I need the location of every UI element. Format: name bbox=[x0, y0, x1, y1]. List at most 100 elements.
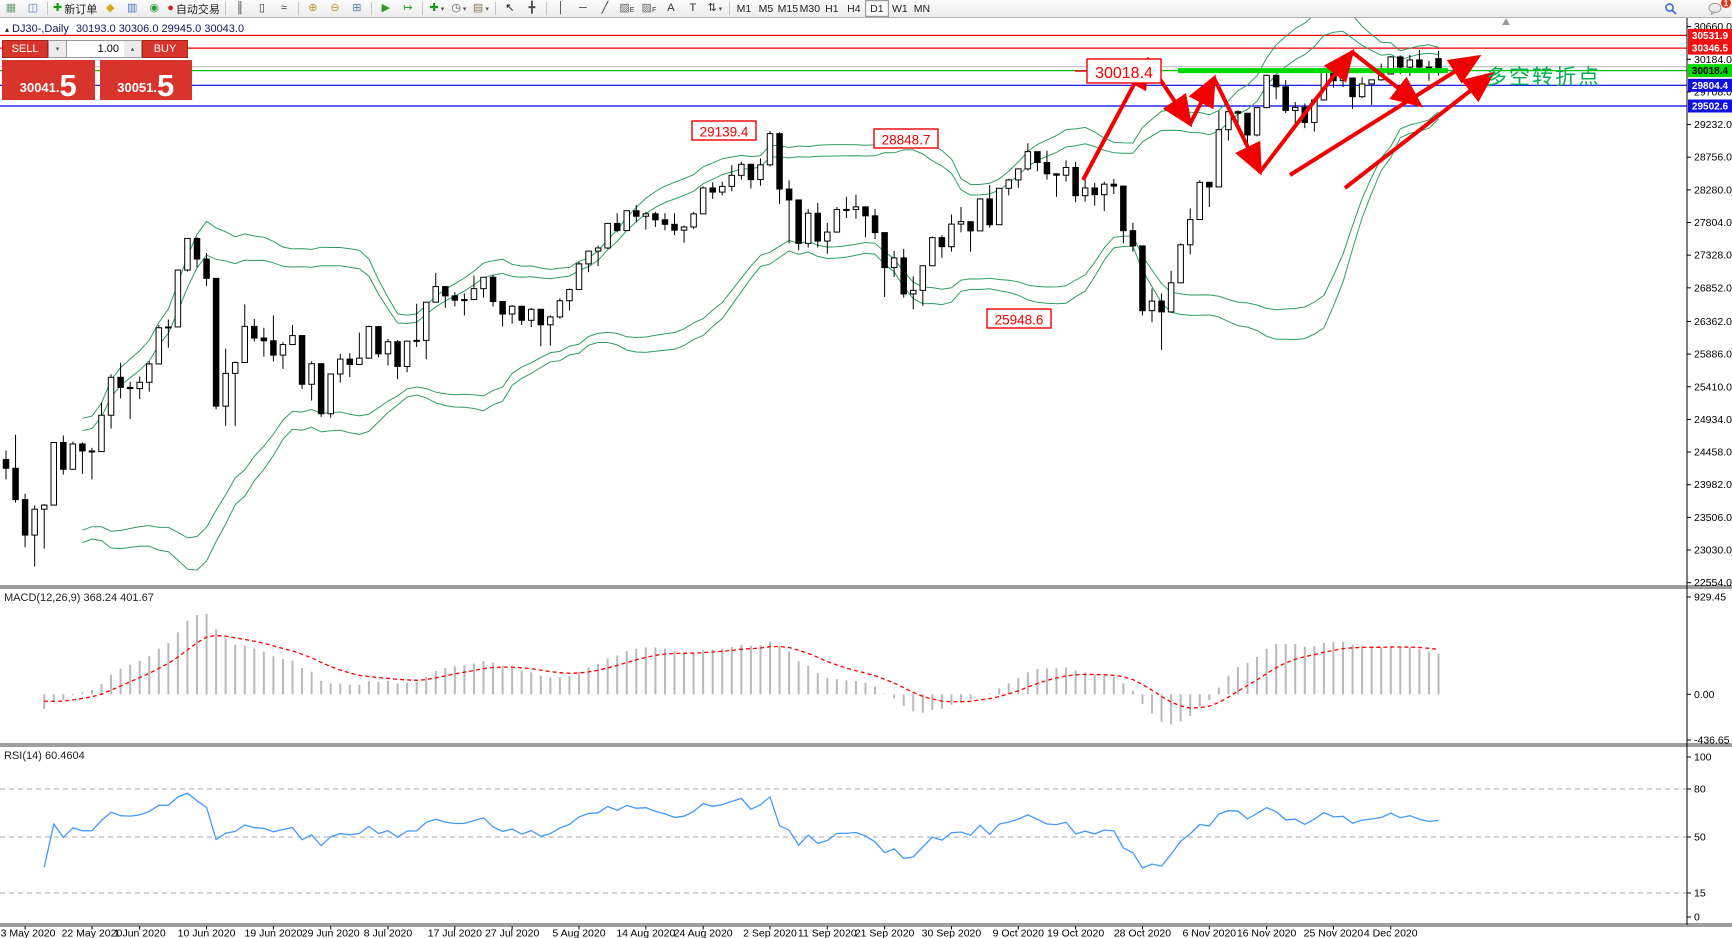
auto-scroll-button[interactable]: ▶ bbox=[375, 1, 397, 16]
svg-text:28 Oct 2020: 28 Oct 2020 bbox=[1114, 928, 1171, 938]
news-button[interactable]: ◉ bbox=[143, 1, 165, 16]
price-annotations[interactable]: 30018.4 29139.4 28848.7 25948.6 bbox=[691, 58, 1162, 329]
label-tool-button[interactable]: T bbox=[682, 1, 704, 16]
vertical-line-tool-button[interactable]: │ bbox=[550, 1, 572, 16]
toolbar-separator bbox=[297, 2, 299, 15]
search-button[interactable] bbox=[1660, 1, 1682, 16]
fibonacci-tool-icon: ▨ bbox=[641, 2, 652, 14]
timeframe-m30-button[interactable]: M30 bbox=[799, 2, 821, 15]
price-badge bbox=[1688, 78, 1732, 92]
svg-text:23030.0: 23030.0 bbox=[1694, 545, 1732, 557]
lot-size-input[interactable] bbox=[67, 40, 124, 58]
chart-symbol-title: ▴ DJ30-,Daily 30193.0 30306.0 29945.0 3004… bbox=[5, 23, 244, 35]
templates-button[interactable]: ▤ ▾ bbox=[470, 1, 492, 16]
market-watch-icon: ▥ bbox=[127, 2, 138, 14]
line-chart-mode-button[interactable]: ≈ bbox=[273, 1, 295, 16]
indicators-button[interactable]: ✚ ▾ bbox=[426, 1, 448, 16]
toolbar-separator bbox=[545, 2, 547, 15]
fibonacci-tool-button[interactable]: ▨ F bbox=[638, 1, 660, 16]
buy-price-box[interactable]: 30051. 5 bbox=[99, 60, 192, 101]
sell-price-big-digit: 5 bbox=[59, 68, 77, 103]
svg-text:10 Jun 2020: 10 Jun 2020 bbox=[178, 928, 236, 938]
buy-button[interactable]: BUY bbox=[142, 40, 188, 58]
rsi-pane[interactable]: RSI(14) 60.4604 bbox=[0, 750, 1687, 894]
new-order-icon: ✚ bbox=[53, 2, 63, 14]
sell-price-main: 30041. bbox=[19, 80, 60, 95]
timeframe-w1-button[interactable]: W1 bbox=[892, 2, 908, 15]
timeframe-h4-button[interactable]: H4 bbox=[847, 2, 861, 15]
price-scale[interactable]: 30660.030184.029708.029232.028756.028280… bbox=[1687, 21, 1732, 924]
chat-bubble-icon bbox=[1708, 2, 1721, 15]
toolbar-separator bbox=[728, 2, 730, 15]
price-badge bbox=[1688, 64, 1732, 78]
trendline-tool-button[interactable]: ╱ bbox=[594, 1, 616, 16]
turning-point-label[interactable]: 多空转折点 bbox=[1486, 66, 1601, 89]
timeframe-mn-button[interactable]: MN bbox=[913, 2, 931, 15]
price-annotation-box[interactable] bbox=[986, 308, 1052, 329]
candlestick-mode-icon: ▯ bbox=[258, 2, 265, 14]
periods-button[interactable]: ◷ ▾ bbox=[448, 1, 470, 16]
svg-text:26362.0: 26362.0 bbox=[1694, 316, 1732, 328]
timeframe-m15-button[interactable]: M15 bbox=[777, 2, 799, 15]
line-chart-mode-icon: ≈ bbox=[280, 2, 287, 14]
indicators-dropdown-icon: ▾ bbox=[440, 5, 445, 13]
timeframe-d1-button[interactable]: D1 bbox=[864, 0, 889, 17]
horizontal-line-objects[interactable] bbox=[0, 34, 1687, 107]
market-watch-button[interactable]: ▥ bbox=[121, 1, 143, 16]
trend-arrows[interactable] bbox=[1081, 48, 1496, 190]
crosshair-button[interactable]: ╋ bbox=[521, 1, 543, 16]
channel-tool-icon: ▨ bbox=[619, 2, 630, 14]
autotrading-button[interactable]: ● 自动交易 bbox=[165, 1, 222, 16]
chart-shift-button[interactable]: ↦ bbox=[397, 1, 419, 16]
metaeditor-button[interactable]: ◆ bbox=[99, 1, 121, 16]
chart-profiles-button[interactable]: ◫ bbox=[22, 1, 44, 16]
candlestick-mode-button[interactable]: ▯ bbox=[251, 1, 273, 16]
cursor-button[interactable]: ↖ bbox=[499, 1, 521, 16]
svg-text:50: 50 bbox=[1694, 832, 1706, 844]
chart-shift-icon: ↦ bbox=[403, 2, 413, 14]
timeframe-m1-button[interactable]: M1 bbox=[736, 2, 752, 15]
lot-increase-button[interactable]: ▴ bbox=[124, 40, 142, 58]
channel-tool-button[interactable]: ▨ E bbox=[616, 1, 638, 16]
ohlc-values: 30193.0 30306.0 29945.0 30043.0 bbox=[75, 23, 245, 35]
arrows-tool-button[interactable]: ⇅ ▾ bbox=[704, 1, 726, 16]
price-annotation-box[interactable] bbox=[873, 128, 939, 149]
notifications-button[interactable]: 1 bbox=[1704, 0, 1731, 16]
autotrading-label: 自动交易 bbox=[175, 3, 220, 16]
new-chart-button[interactable]: ▦ bbox=[0, 1, 22, 16]
svg-text:25 Nov 2020: 25 Nov 2020 bbox=[1304, 928, 1364, 938]
svg-text:14 Aug 2020: 14 Aug 2020 bbox=[616, 928, 675, 938]
svg-text:-436.65: -436.65 bbox=[1694, 734, 1730, 746]
label-tool-icon: T bbox=[689, 2, 697, 14]
lot-decrease-button[interactable]: ▾ bbox=[48, 40, 67, 58]
price-annotation-box[interactable] bbox=[1086, 58, 1162, 84]
svg-text:28756.0: 28756.0 bbox=[1694, 152, 1732, 164]
tile-windows-button[interactable]: ⊞ bbox=[346, 1, 368, 16]
vertical-line-tool-icon: │ bbox=[557, 2, 565, 14]
svg-text:30 Sep 2020: 30 Sep 2020 bbox=[922, 928, 982, 938]
svg-text:9 Oct 2020: 9 Oct 2020 bbox=[993, 928, 1045, 938]
svg-text:30531.9: 30531.9 bbox=[1692, 31, 1729, 42]
chart-background bbox=[0, 17, 1732, 938]
text-tool-icon: A bbox=[667, 2, 675, 14]
timeframe-h1-button[interactable]: H1 bbox=[825, 2, 839, 15]
svg-text:19 Oct 2020: 19 Oct 2020 bbox=[1047, 928, 1104, 938]
zoom-out-button[interactable]: ⊖ bbox=[324, 1, 346, 16]
macd-pane[interactable]: MACD(12,26,9) 368.24 401.67 bbox=[4, 592, 1440, 725]
sell-price-box[interactable]: 30041. 5 bbox=[2, 60, 95, 103]
zoom-in-button[interactable]: ⊕ bbox=[302, 1, 324, 16]
text-tool-button[interactable]: A bbox=[660, 1, 682, 16]
toolbar-separator bbox=[224, 2, 226, 15]
new-order-button[interactable]: ✚ 新订单 bbox=[51, 1, 99, 16]
price-annotation-box[interactable] bbox=[691, 120, 757, 141]
bar-chart-mode-button[interactable]: ║ bbox=[229, 1, 251, 16]
zoom-out-icon: ⊖ bbox=[330, 2, 340, 14]
svg-text:6 Nov 2020: 6 Nov 2020 bbox=[1182, 928, 1236, 938]
svg-text:27 Jul 2020: 27 Jul 2020 bbox=[485, 928, 539, 938]
timeframe-m5-button[interactable]: M5 bbox=[758, 2, 774, 15]
svg-text:24458.0: 24458.0 bbox=[1694, 447, 1732, 459]
horizontal-line-tool-button[interactable]: ─ bbox=[572, 1, 594, 16]
sell-button[interactable]: SELL bbox=[2, 40, 48, 58]
